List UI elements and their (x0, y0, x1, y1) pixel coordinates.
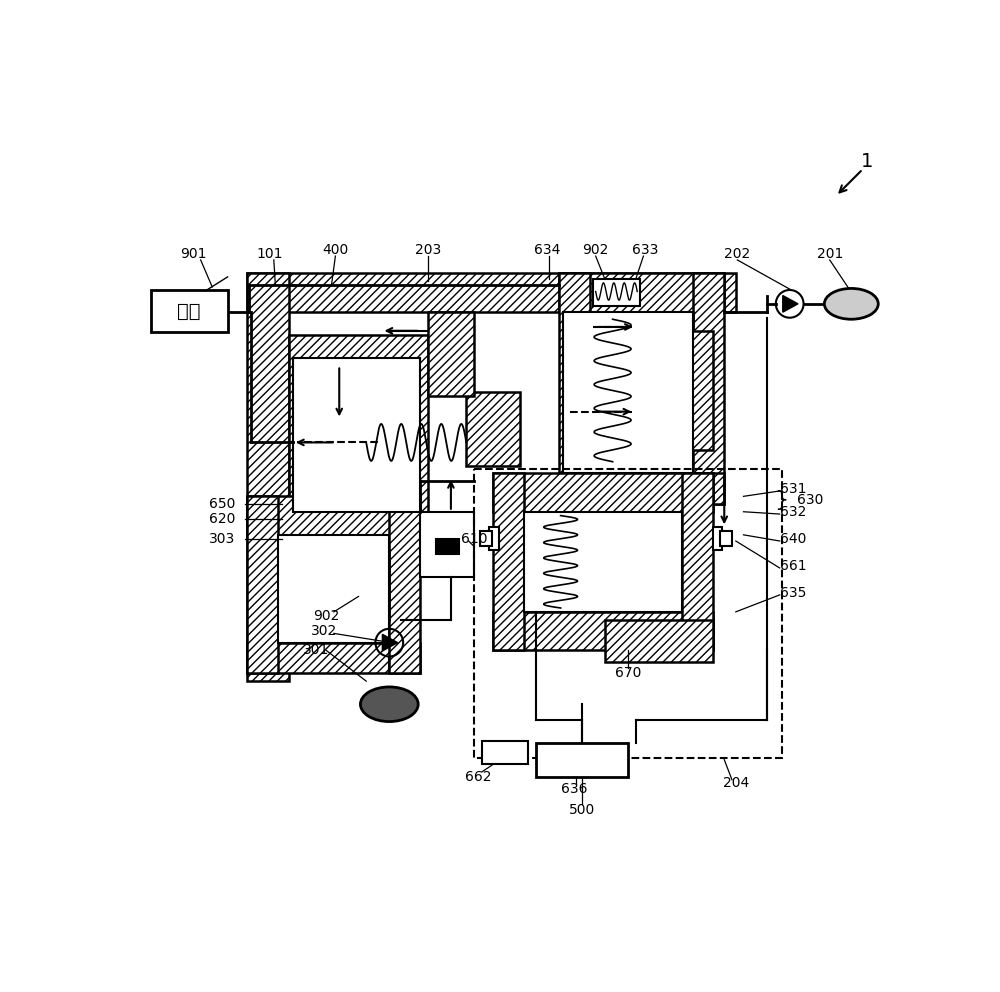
Bar (682, 473, 713, 651)
Text: 662: 662 (465, 771, 491, 785)
Bar (247, 273, 289, 682)
Bar (420, 512, 474, 577)
Bar (593, 279, 640, 307)
Text: 634: 634 (534, 243, 560, 257)
Bar (559, 273, 724, 311)
Bar (436, 539, 459, 555)
Text: 640: 640 (780, 532, 807, 546)
Bar (489, 527, 499, 551)
Text: 630: 630 (797, 493, 824, 507)
Bar (247, 496, 278, 674)
Bar (605, 620, 713, 662)
Text: 610: 610 (461, 532, 487, 546)
Text: 201: 201 (817, 247, 843, 261)
Ellipse shape (824, 289, 878, 319)
Bar (293, 420, 335, 465)
Bar (428, 311, 474, 396)
Bar (636, 330, 713, 450)
Bar (559, 273, 590, 504)
Text: 1: 1 (861, 152, 873, 171)
Text: 202: 202 (724, 247, 750, 261)
Bar (590, 311, 693, 389)
Text: 661: 661 (780, 558, 807, 572)
Text: 303: 303 (209, 532, 235, 546)
Bar (720, 531, 732, 547)
Bar (247, 643, 420, 674)
Text: 204: 204 (723, 776, 749, 790)
Text: 635: 635 (780, 585, 807, 599)
Bar (293, 358, 420, 512)
Bar (424, 555, 470, 573)
Bar (563, 311, 693, 473)
Text: 902: 902 (313, 609, 339, 623)
Bar (524, 512, 682, 612)
Polygon shape (382, 634, 398, 651)
Text: 901: 901 (180, 247, 206, 261)
Polygon shape (783, 296, 798, 312)
Text: 500: 500 (569, 803, 595, 816)
Text: 902: 902 (582, 243, 609, 257)
Text: 631: 631 (780, 482, 807, 496)
Text: 650: 650 (209, 497, 235, 511)
Bar (493, 473, 713, 512)
Text: 203: 203 (415, 243, 441, 257)
Bar (466, 393, 520, 465)
Bar (474, 469, 782, 758)
Text: 101: 101 (257, 247, 283, 261)
Text: 633: 633 (632, 243, 658, 257)
Text: 301: 301 (303, 644, 329, 658)
Bar (493, 612, 713, 651)
Bar (693, 273, 724, 504)
Bar (559, 473, 724, 504)
Bar (389, 496, 420, 674)
Text: 302: 302 (311, 624, 337, 638)
Bar (297, 551, 389, 620)
Bar (536, 743, 628, 778)
Bar (151, 290, 228, 332)
Bar (482, 741, 528, 764)
Text: 引擎: 引擎 (177, 302, 201, 321)
Bar (480, 531, 492, 547)
Text: 636: 636 (561, 782, 587, 796)
Text: }: } (774, 490, 788, 510)
Bar (424, 516, 470, 539)
Bar (289, 334, 428, 535)
Text: 632: 632 (780, 505, 807, 519)
Text: 670: 670 (615, 667, 641, 681)
Ellipse shape (360, 686, 418, 721)
Bar (278, 535, 389, 643)
Bar (582, 516, 666, 608)
Bar (713, 527, 722, 551)
Bar (493, 473, 524, 651)
Text: 400: 400 (322, 243, 349, 257)
Bar (247, 496, 420, 535)
Text: 620: 620 (209, 513, 235, 527)
Bar (247, 273, 736, 311)
